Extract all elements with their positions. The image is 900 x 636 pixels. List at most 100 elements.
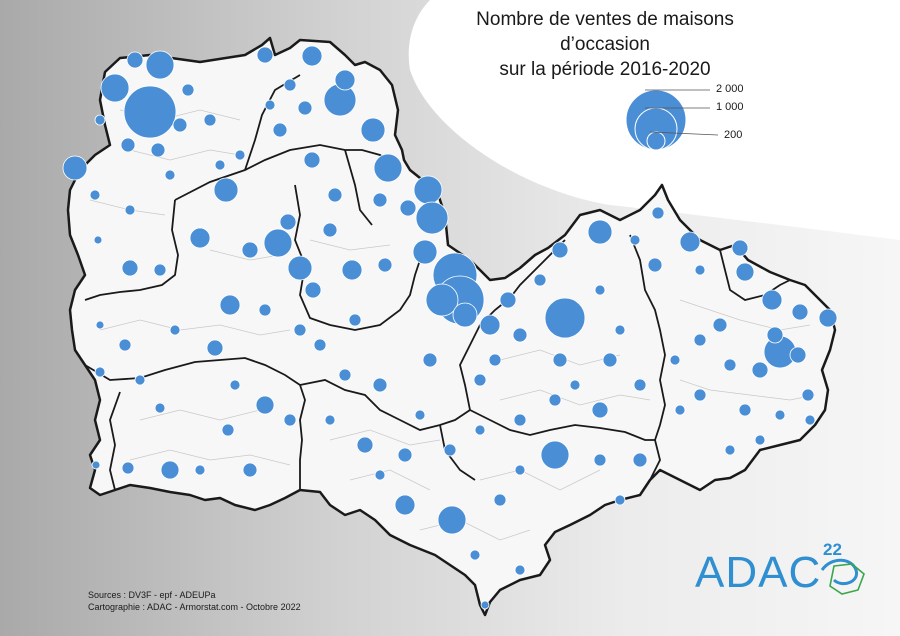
map-title: Nombre de ventes de maisons d’occasion s… [440, 7, 770, 82]
sales-circles [62, 45, 838, 610]
commune-sales-circle [164, 169, 176, 181]
commune-sales-circle [360, 117, 386, 143]
commune-sales-circle [479, 314, 501, 336]
commune-sales-circle [153, 263, 167, 277]
commune-sales-circle [791, 303, 809, 321]
commune-sales-circle [95, 320, 105, 330]
commune-sales-circle [412, 239, 438, 265]
commune-sales-circle [512, 327, 528, 343]
commune-sales-circle [256, 46, 274, 64]
commune-sales-circle [693, 333, 707, 347]
commune-sales-circle [399, 199, 417, 217]
commune-sales-circle [443, 443, 457, 457]
commune-sales-circle [679, 231, 701, 253]
commune-sales-circle [473, 373, 487, 387]
commune-sales-circle [789, 346, 807, 364]
commune-sales-circle [474, 424, 486, 436]
commune-sales-circle [488, 353, 502, 367]
commune-sales-circle [754, 434, 766, 446]
commune-sales-circle [304, 281, 322, 299]
department-outline [66, 36, 837, 617]
commune-sales-circle [551, 241, 569, 259]
commune-sales-circle [591, 401, 609, 419]
commune-sales-circle [334, 69, 356, 91]
commune-sales-circle [723, 358, 737, 372]
adac-logo: ADAC 22 [695, 540, 875, 610]
commune-sales-circle [414, 409, 426, 421]
commune-sales-circle [804, 414, 816, 426]
commune-sales-circle [241, 241, 259, 259]
commune-sales-circle [219, 294, 241, 316]
commune-sales-circle [415, 201, 449, 235]
epci-boundaries [84, 74, 791, 491]
commune-sales-circle [134, 374, 146, 386]
commune-sales-circle [234, 149, 246, 161]
commune-sales-circle [712, 317, 728, 333]
commune-sales-circle [279, 213, 297, 231]
commune-sales-circle [514, 464, 526, 476]
commune-sales-circle [255, 395, 275, 415]
commune-sales-circle [189, 227, 211, 249]
commune-sales-circle [422, 352, 438, 368]
commune-boundaries [89, 109, 816, 541]
commune-sales-circle [774, 409, 786, 421]
commune-sales-circle [593, 453, 607, 467]
commune-sales-circle [160, 460, 180, 480]
commune-sales-circle [480, 600, 490, 610]
commune-sales-circle [629, 234, 641, 246]
commune-sales-circle [145, 50, 175, 80]
commune-sales-circle [194, 464, 206, 476]
commune-sales-circle [203, 113, 217, 127]
commune-sales-circle [614, 324, 626, 336]
commune-sales-circle [373, 153, 403, 183]
commune-sales-circle [514, 564, 526, 576]
commune-sales-circle [322, 222, 338, 238]
title-line-2: sur la période 2016-2020 [499, 59, 711, 80]
commune-sales-circle [437, 505, 467, 535]
commune-sales-circle [283, 78, 297, 92]
commune-sales-circle [633, 378, 647, 392]
commune-sales-circle [544, 297, 586, 339]
commune-sales-circle [91, 460, 101, 470]
commune-sales-circle [181, 83, 195, 97]
legend-leader-200 [649, 131, 719, 136]
commune-sales-circle [242, 462, 258, 478]
sources-line: Sources : DV3F - epf - ADEUPa [88, 590, 216, 600]
commune-sales-circle [301, 45, 323, 67]
commune-sales-circle [297, 100, 313, 116]
commune-sales-circle [552, 352, 568, 368]
commune-sales-circle [647, 257, 663, 273]
commune-sales-circle [735, 262, 755, 282]
commune-sales-circle [341, 259, 363, 281]
commune-sales-circle [213, 177, 239, 203]
commune-sales-circle [214, 159, 226, 171]
commune-sales-circle [62, 155, 88, 181]
commune-sales-circle [94, 114, 106, 126]
commune-sales-circle [324, 414, 336, 426]
commune-sales-circle [397, 447, 413, 463]
commune-sales-circle [100, 73, 130, 103]
commune-sales-circle [169, 324, 181, 336]
commune-sales-circle [120, 137, 136, 153]
commune-sales-circle [126, 51, 144, 69]
commune-sales-circle [801, 388, 815, 402]
commune-sales-circle [303, 151, 321, 169]
commune-sales-circle [413, 175, 443, 205]
commune-sales-circle [540, 440, 570, 470]
commune-sales-circle [513, 413, 527, 427]
commune-sales-circle [587, 219, 613, 245]
commune-sales-circle [293, 323, 307, 337]
commune-sales-circle [121, 259, 139, 277]
commune-sales-circle [93, 235, 103, 245]
commune-sales-circle [669, 354, 681, 366]
commune-sales-circle [493, 493, 507, 507]
commune-sales-circle [264, 99, 276, 111]
commune-sales-circle [372, 192, 388, 208]
commune-sales-circle [272, 122, 288, 138]
logo-mark [820, 558, 865, 595]
commune-sales-circle [425, 283, 459, 317]
commune-sales-circle [372, 377, 388, 393]
commune-sales-circle [283, 413, 297, 427]
commune-sales-circle [602, 352, 618, 368]
commune-sales-circle [287, 255, 313, 281]
